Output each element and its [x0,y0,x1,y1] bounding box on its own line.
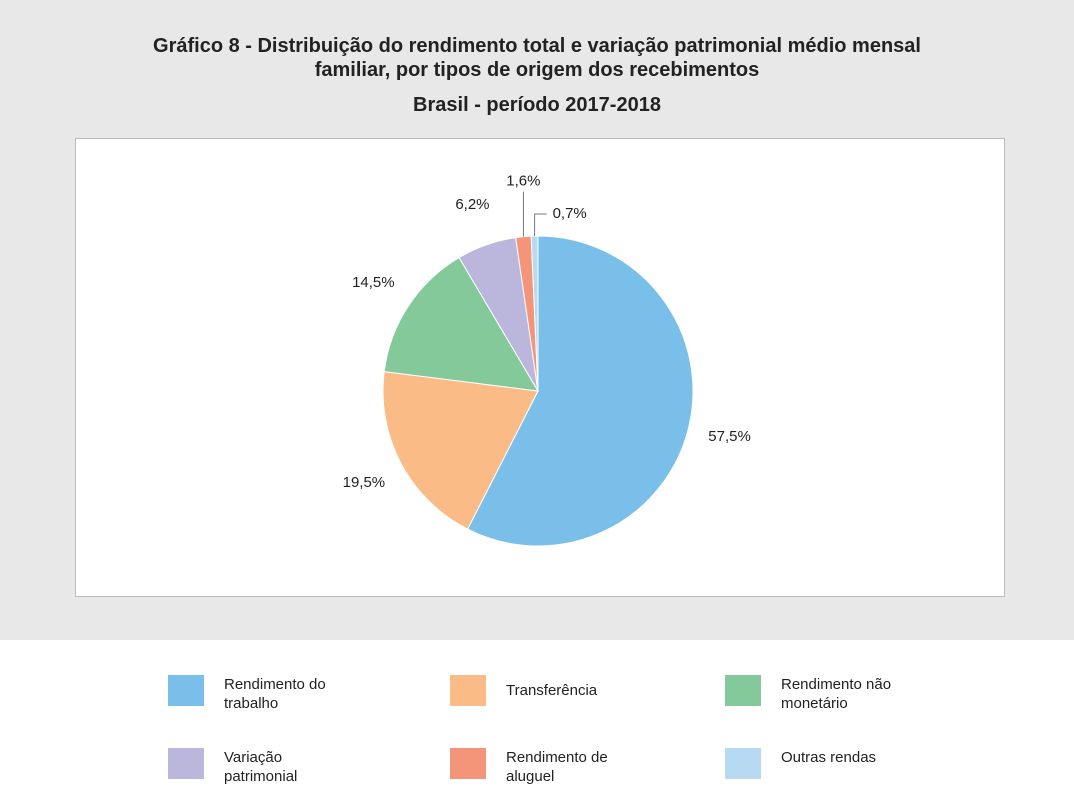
legend-swatch [450,748,486,779]
legend-item: Outras rendas [725,748,911,779]
legend-swatch [168,675,204,706]
pie-slice [466,235,694,547]
pie-slice [530,235,539,392]
chart: 57,5% 19,5% 14,5% 6,2% 1,6% 0,7% [343,173,751,547]
data-label: 6,2% [455,196,489,213]
data-label: 57,5% [708,428,751,445]
legend-item: Transferência [450,675,636,706]
legend-label: Variação patrimonial [224,749,298,785]
legend-swatch [450,675,486,706]
legend-swatch [725,748,761,779]
chart-title: Gráfico 8 - Distribuição do rendimento t… [153,35,921,81]
legend-item: Rendimento de aluguel [450,748,636,786]
legend-swatch [168,748,204,779]
legend-item: Rendimento do trabalho [168,675,354,713]
legend-label: Rendimento de aluguel [506,749,608,785]
legend-label: Outras rendas [781,749,877,766]
legend-swatch [725,675,761,706]
data-label: 0,7% [553,205,587,222]
leader-line [534,213,547,237]
legend-label: Rendimento não monetário [781,676,892,712]
data-label: 19,5% [343,474,386,491]
legend-item: Rendimento não monetário [725,675,911,713]
data-label: 14,5% [352,274,395,291]
legend-item: Variação patrimonial [168,748,354,786]
pie-slice [383,256,539,392]
chart-subtitle: Brasil - período 2017-2018 [413,94,661,116]
data-label: 1,6% [506,173,540,190]
legend-label: Transferência [506,682,598,699]
legend-label: Rendimento do trabalho [224,676,326,712]
pie-slice [382,371,539,530]
